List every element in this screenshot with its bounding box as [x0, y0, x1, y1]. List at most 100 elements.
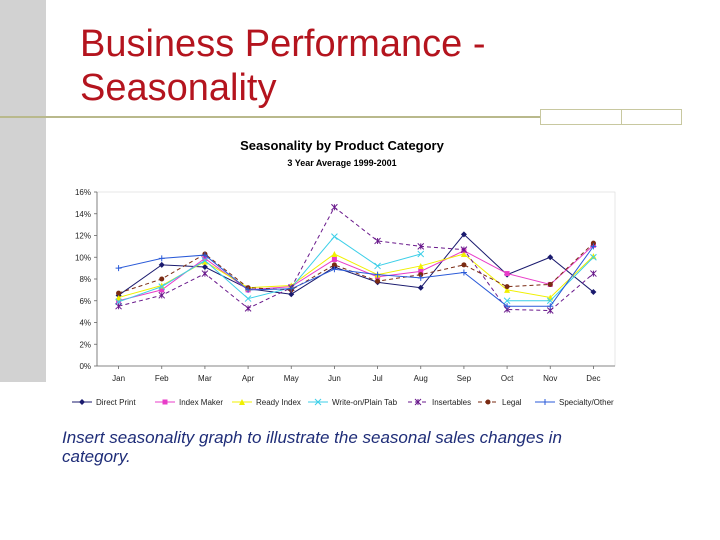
data-point	[590, 243, 597, 250]
x-tick-label: Aug	[414, 374, 428, 383]
series-line	[118, 246, 594, 307]
data-point	[460, 269, 467, 276]
data-point	[417, 243, 425, 250]
legend-marker	[162, 399, 168, 405]
x-tick-label: Mar	[198, 374, 212, 383]
y-tick-label: 8%	[79, 275, 91, 284]
data-point	[590, 240, 596, 246]
data-point	[331, 266, 338, 273]
series-line	[118, 206, 594, 312]
data-point	[460, 250, 467, 257]
legend-label: Specialty/Other	[559, 398, 614, 407]
legend-label: Write-on/Plain Tab	[332, 398, 398, 407]
data-point	[503, 297, 511, 305]
x-tick-label: May	[284, 374, 299, 383]
y-tick-label: 4%	[79, 319, 91, 328]
data-point	[504, 271, 510, 277]
data-point	[158, 291, 166, 299]
chart-title: Seasonality by Product Category	[240, 138, 444, 153]
series-line	[118, 235, 421, 303]
data-point	[504, 284, 510, 290]
data-point	[547, 254, 554, 261]
data-point	[331, 256, 337, 262]
left-decor-bar	[0, 0, 46, 382]
data-point	[245, 286, 252, 293]
x-tick-label: Oct	[501, 374, 514, 383]
data-point	[418, 272, 424, 278]
data-point	[159, 276, 165, 282]
data-point	[504, 286, 511, 293]
data-point	[590, 289, 597, 296]
series-insertables	[115, 203, 597, 314]
x-tick-label: Dec	[586, 374, 600, 383]
legend-marker	[542, 399, 548, 405]
y-tick-label: 16%	[75, 188, 91, 197]
data-point	[331, 262, 337, 268]
rule-accent-box	[540, 109, 622, 125]
data-point	[590, 270, 597, 277]
chart-subtitle: 3 Year Average 1999-2001	[287, 158, 396, 168]
data-point	[331, 233, 338, 240]
data-point	[201, 252, 208, 259]
data-point	[590, 253, 597, 260]
x-tick-label: Sep	[457, 374, 472, 383]
x-tick-label: Nov	[543, 374, 557, 383]
series-write-on-plain-tab	[115, 233, 597, 306]
legend-label: Ready Index	[256, 398, 301, 407]
data-point	[547, 281, 553, 287]
y-tick-label: 12%	[75, 232, 91, 241]
data-point	[417, 250, 425, 258]
data-point	[375, 278, 381, 284]
series-line	[118, 244, 594, 302]
data-point	[504, 303, 511, 310]
data-point	[331, 250, 338, 257]
data-point	[417, 262, 424, 269]
rule-accent-box-2	[622, 109, 682, 125]
data-point	[158, 261, 165, 268]
slide-title-line2: Seasonality	[80, 67, 277, 109]
data-point	[115, 302, 122, 310]
x-tick-label: Jul	[372, 374, 382, 383]
data-point	[418, 268, 424, 274]
data-point	[547, 303, 554, 310]
data-point	[288, 285, 295, 292]
series-line	[118, 233, 594, 296]
slide-title-line1: Business Performance -	[80, 23, 486, 65]
series-specialty-other	[115, 243, 597, 310]
data-point	[331, 203, 338, 211]
data-point	[158, 283, 166, 290]
data-point	[201, 264, 208, 271]
data-point	[460, 231, 467, 238]
data-point	[115, 294, 122, 301]
data-point	[202, 255, 208, 261]
legend-marker	[314, 398, 322, 406]
data-point	[201, 258, 208, 265]
slide-caption: Insert seasonality graph to illustrate t…	[62, 428, 562, 466]
data-point	[159, 287, 165, 293]
legend-label: Legal	[502, 398, 522, 407]
x-tick-label: Feb	[155, 374, 169, 383]
data-point	[244, 295, 252, 302]
legend-label: Insertables	[432, 398, 471, 407]
data-point	[158, 255, 165, 262]
x-tick-label: Apr	[242, 374, 255, 383]
series-ready-index	[115, 250, 597, 301]
data-point	[288, 291, 295, 298]
series-line	[118, 253, 594, 299]
legend-marker	[485, 399, 491, 405]
data-point	[590, 253, 597, 261]
slide-title: Business Performance - Seasonality	[80, 22, 486, 110]
data-point	[417, 284, 424, 291]
data-point	[374, 237, 381, 245]
y-tick-label: 14%	[75, 210, 91, 219]
data-point	[374, 271, 381, 278]
legend-label: Direct Print	[96, 398, 136, 407]
y-tick-label: 0%	[79, 362, 91, 371]
data-point	[116, 298, 122, 304]
legend-marker	[79, 399, 85, 405]
data-point	[244, 305, 252, 312]
data-point	[417, 274, 424, 281]
title-rule	[0, 116, 540, 118]
data-point	[460, 246, 468, 253]
